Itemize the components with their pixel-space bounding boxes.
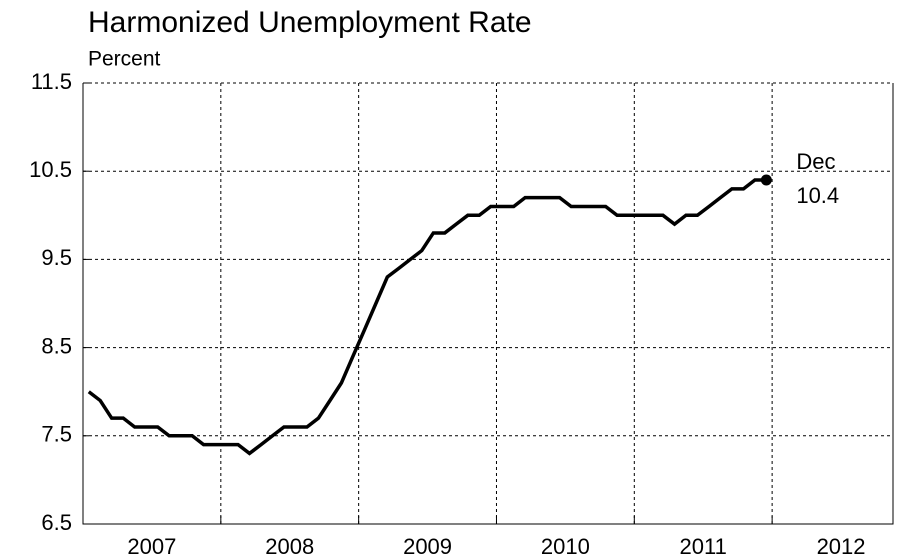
y-tick-label: 9.5 [41,245,72,270]
last-point-month: Dec [796,149,835,174]
axis-frame [82,83,894,525]
line [87,178,767,456]
x-tick-label: 2011 [680,534,727,559]
x-tick-label: 2012 [817,534,866,559]
chart-title: Harmonized Unemployment Rate [88,6,532,39]
chart-subtitle: Percent [88,48,161,71]
y-tick-label: 7.5 [41,422,72,447]
x-tick-label: 2007 [127,534,176,559]
last-point-marker [760,174,772,186]
x-tick-label: 2010 [541,534,590,559]
last-point-value: 10.4 [796,183,839,208]
x-tick-label: 2009 [403,534,452,559]
y-tick-label: 8.5 [41,333,72,358]
x-tick-label: 2008 [265,534,314,559]
y-tick-label: 11.5 [31,69,72,94]
y-tick-label: 10.5 [29,157,72,182]
y-tick-label: 6.5 [41,510,72,535]
